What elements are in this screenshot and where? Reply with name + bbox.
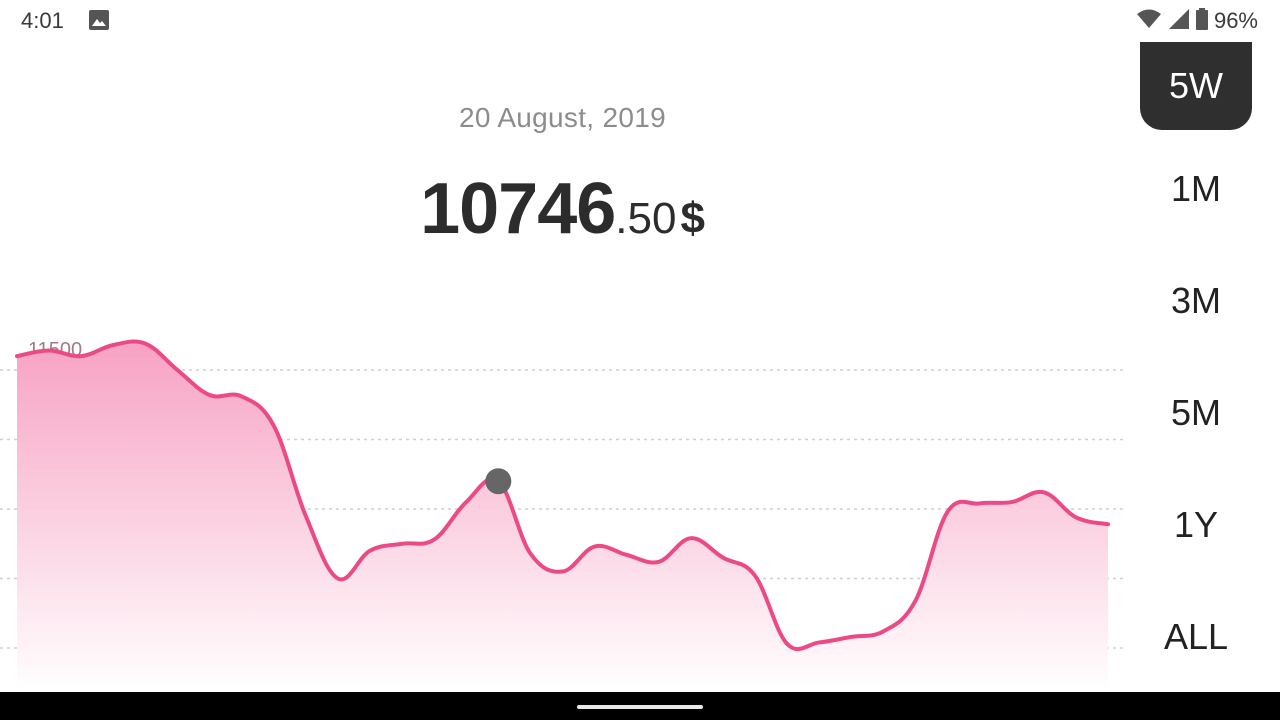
selected-point-marker[interactable]: [485, 468, 512, 495]
chart-point[interactable]: [817, 640, 821, 644]
chart-point[interactable]: [464, 500, 468, 504]
home-gesture-pill[interactable]: [577, 705, 703, 709]
chart-point[interactable]: [272, 424, 276, 428]
chart-point[interactable]: [1042, 490, 1046, 494]
chart-point[interactable]: [400, 542, 404, 546]
chart-point[interactable]: [561, 570, 565, 574]
chart-point[interactable]: [849, 635, 853, 639]
signal-icon: [1168, 8, 1190, 35]
chart-point[interactable]: [240, 394, 244, 398]
chart-point[interactable]: [946, 510, 950, 514]
range-all-button[interactable]: ALL: [1163, 616, 1229, 657]
status-time: 4:01: [21, 8, 64, 33]
range-5m-button[interactable]: 5M: [1170, 392, 1221, 433]
range-1m-button[interactable]: 1M: [1170, 168, 1221, 209]
chart-point[interactable]: [432, 538, 436, 542]
chart-point[interactable]: [208, 393, 212, 397]
chart-point[interactable]: [625, 553, 629, 557]
chart-point[interactable]: [79, 354, 83, 358]
chart-point[interactable]: [785, 642, 789, 646]
price-decimal: .50: [615, 194, 677, 243]
chart-point[interactable]: [753, 574, 757, 578]
battery-icon: [1195, 7, 1208, 35]
chart-point[interactable]: [1010, 500, 1014, 504]
battery-level: 96%: [1213, 8, 1258, 33]
price-integer: 10746: [420, 169, 616, 249]
chart-price-line: [15, 339, 1110, 651]
chart-point[interactable]: [689, 536, 693, 540]
chart-point[interactable]: [721, 556, 725, 560]
range-3m-button[interactable]: 3M: [1170, 280, 1221, 321]
image-icon: [89, 10, 109, 30]
chart-point[interactable]: [47, 349, 51, 353]
navigation-bar: [0, 692, 1280, 720]
chart-area-fill: [17, 341, 1108, 692]
price-currency: $: [680, 194, 705, 243]
chart-point[interactable]: [304, 514, 308, 518]
chart-point[interactable]: [881, 629, 885, 633]
chart-point[interactable]: [1074, 515, 1078, 519]
chart-point[interactable]: [593, 545, 597, 549]
selected-price: 10746.50$: [0, 168, 1125, 250]
price-chart[interactable]: 115001100010500100009500: [0, 0, 1130, 692]
wifi-icon: [1136, 9, 1162, 34]
status-right-group: 96%: [1136, 7, 1258, 35]
chart-point[interactable]: [1106, 522, 1110, 526]
chart-point[interactable]: [15, 354, 19, 358]
chart-point[interactable]: [175, 368, 179, 372]
chart-point[interactable]: [978, 501, 982, 505]
chart-point[interactable]: [528, 551, 532, 555]
chart-point[interactable]: [913, 599, 917, 603]
chart-point[interactable]: [143, 342, 147, 346]
chart-point[interactable]: [336, 577, 340, 581]
chart-point[interactable]: [657, 560, 661, 564]
range-1y-button[interactable]: 1Y: [1173, 504, 1219, 545]
status-bar: 4:01 96: [0, 0, 1280, 42]
chart-point[interactable]: [368, 549, 372, 553]
range-5w-button[interactable]: 5W: [1140, 42, 1252, 130]
chart-point[interactable]: [111, 343, 115, 347]
selected-date: 20 August, 2019: [459, 102, 666, 133]
